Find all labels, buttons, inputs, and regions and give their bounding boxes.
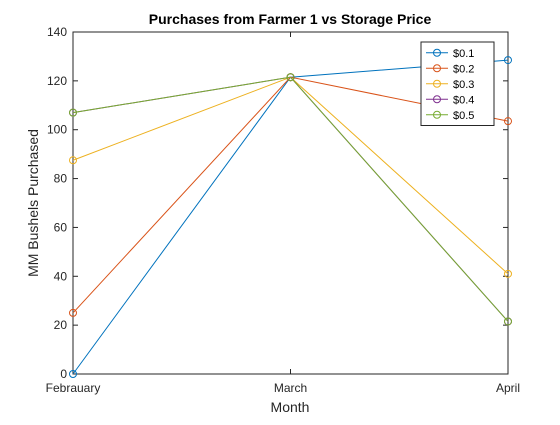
x-axis-label: Month: [271, 399, 310, 415]
y-tick-label: 40: [54, 269, 68, 283]
legend-label: $0.1: [453, 48, 474, 60]
legend-item: $0.3: [426, 79, 474, 91]
legend-item: $0.5: [426, 110, 474, 122]
y-axis-ticks: 0 20 40 60 80 100 120 140: [47, 25, 508, 381]
legend-label: $0.4: [453, 94, 474, 106]
y-axis-label: MM Bushels Purchased: [25, 129, 41, 277]
legend-marker: [433, 64, 441, 73]
data-point-marker: [504, 317, 512, 326]
series-line: [72, 76, 509, 322]
data-point-marker: [504, 56, 512, 65]
legend-marker: [433, 48, 441, 57]
legend-item: $0.2: [426, 63, 474, 75]
y-tick-label: 100: [47, 123, 67, 137]
data-point-marker: [69, 156, 77, 165]
legend-marker: [433, 110, 441, 119]
y-tick-label: 140: [47, 25, 67, 39]
data-point-marker: [69, 370, 77, 378]
data-point-marker: [504, 269, 512, 278]
data-point-marker: [286, 73, 295, 82]
data-point-marker: [504, 117, 512, 126]
legend: $0.1 $0.2 $0.3 $0.4 $0.5: [420, 41, 495, 126]
data-point-marker: [69, 308, 77, 317]
chart-title: Purchases from Farmer 1 vs Storage Price: [149, 11, 432, 27]
legend-marker: [433, 79, 441, 88]
legend-item: $0.4: [426, 94, 474, 106]
legend-marker: [433, 95, 441, 104]
x-tick-label: April: [496, 381, 520, 395]
y-tick-label: 0: [60, 367, 67, 381]
series-5: [69, 73, 512, 326]
x-axis-ticks: Febrauary March April: [46, 32, 520, 395]
legend-label: $0.2: [453, 63, 474, 75]
data-point-marker: [69, 108, 77, 117]
legend-item: $0.1: [426, 48, 474, 60]
x-tick-label: March: [274, 381, 307, 395]
legend-label: $0.5: [453, 110, 474, 122]
x-tick-label: Febrauary: [46, 381, 101, 395]
y-tick-label: 20: [54, 318, 68, 332]
legend-label: $0.3: [453, 79, 474, 91]
y-tick-label: 80: [54, 172, 68, 186]
y-tick-label: 60: [54, 220, 68, 234]
y-tick-label: 120: [47, 74, 67, 88]
